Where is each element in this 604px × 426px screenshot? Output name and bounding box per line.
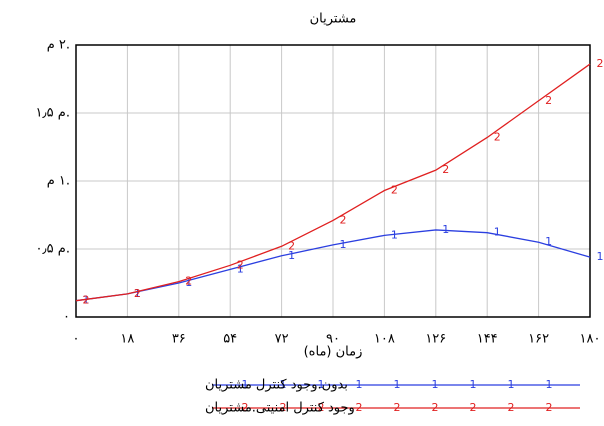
- x-tick-label: ۵۴: [223, 332, 237, 347]
- y-tick-label: ٠: [63, 310, 70, 325]
- legend-marker: 1: [394, 378, 401, 391]
- x-tick-label: ١٢۶: [425, 332, 446, 347]
- x-tick-label: ٠: [73, 332, 80, 347]
- series-marker: 2: [288, 239, 295, 252]
- x-tick-label: ١۶٢: [528, 332, 549, 347]
- x-tick-label: ٩٠: [326, 332, 340, 347]
- y-tick-label: ٢ م.: [47, 38, 70, 53]
- series-marker: 2: [185, 275, 192, 288]
- series-marker: 1: [545, 235, 552, 248]
- series-marker: 1: [391, 228, 398, 241]
- y-tick-label: ١ م.: [47, 174, 70, 189]
- y-tick-label: ٠٫۵ م.: [35, 242, 70, 257]
- legend-label: بدون.وجود کنترل مشتریان: [205, 378, 348, 393]
- series-marker: 1: [340, 238, 347, 251]
- chart: مشتریان زمان (ماه) ٠ ٠٫۵ م. ١ م. ١٫۵ م. ٢ م.…: [0, 0, 604, 426]
- series-marker: 1: [494, 226, 501, 239]
- x-tick-label: ١٨: [120, 332, 134, 347]
- x-tick-label: ٧٢: [275, 332, 289, 347]
- x-tick-label: ١٨٠: [580, 332, 601, 347]
- legend-marker: 2: [432, 401, 439, 414]
- legend-marker: 1: [470, 378, 477, 391]
- series-marker: 2: [340, 213, 347, 226]
- series-marker: 2: [545, 94, 552, 107]
- y-tick-label: ١٫۵ م.: [35, 106, 70, 121]
- legend-marker: 1: [546, 378, 553, 391]
- x-axis-label: زمان (ماه): [304, 345, 363, 360]
- x-tick-label: ١٠٨: [374, 332, 395, 347]
- legend-marker: 2: [546, 401, 553, 414]
- series-marker: 2: [442, 163, 449, 176]
- chart-title: مشتریان: [310, 12, 357, 27]
- legend-marker: 1: [432, 378, 439, 391]
- series-marker: 1: [597, 250, 604, 263]
- legend-marker: 1: [508, 378, 515, 391]
- legend-marker: 2: [394, 401, 401, 414]
- series-marker: 2: [391, 184, 398, 197]
- legend-marker: 2: [508, 401, 515, 414]
- series-marker: 2: [237, 258, 244, 271]
- legend-marker: 2: [470, 401, 477, 414]
- series-marker: 1: [442, 223, 449, 236]
- legend-label: وجود کنترل امنیتی.مشتریان: [205, 401, 355, 416]
- series-marker: 2: [597, 57, 604, 70]
- x-tick-label: ١۴۴: [477, 332, 498, 347]
- legend-marker: 1: [356, 378, 363, 391]
- series-marker: 2: [134, 287, 141, 300]
- series-marker: 2: [83, 294, 90, 307]
- legend-marker: 2: [356, 401, 363, 414]
- series-marker: 2: [494, 130, 501, 143]
- x-tick-label: ٣۶: [172, 332, 186, 347]
